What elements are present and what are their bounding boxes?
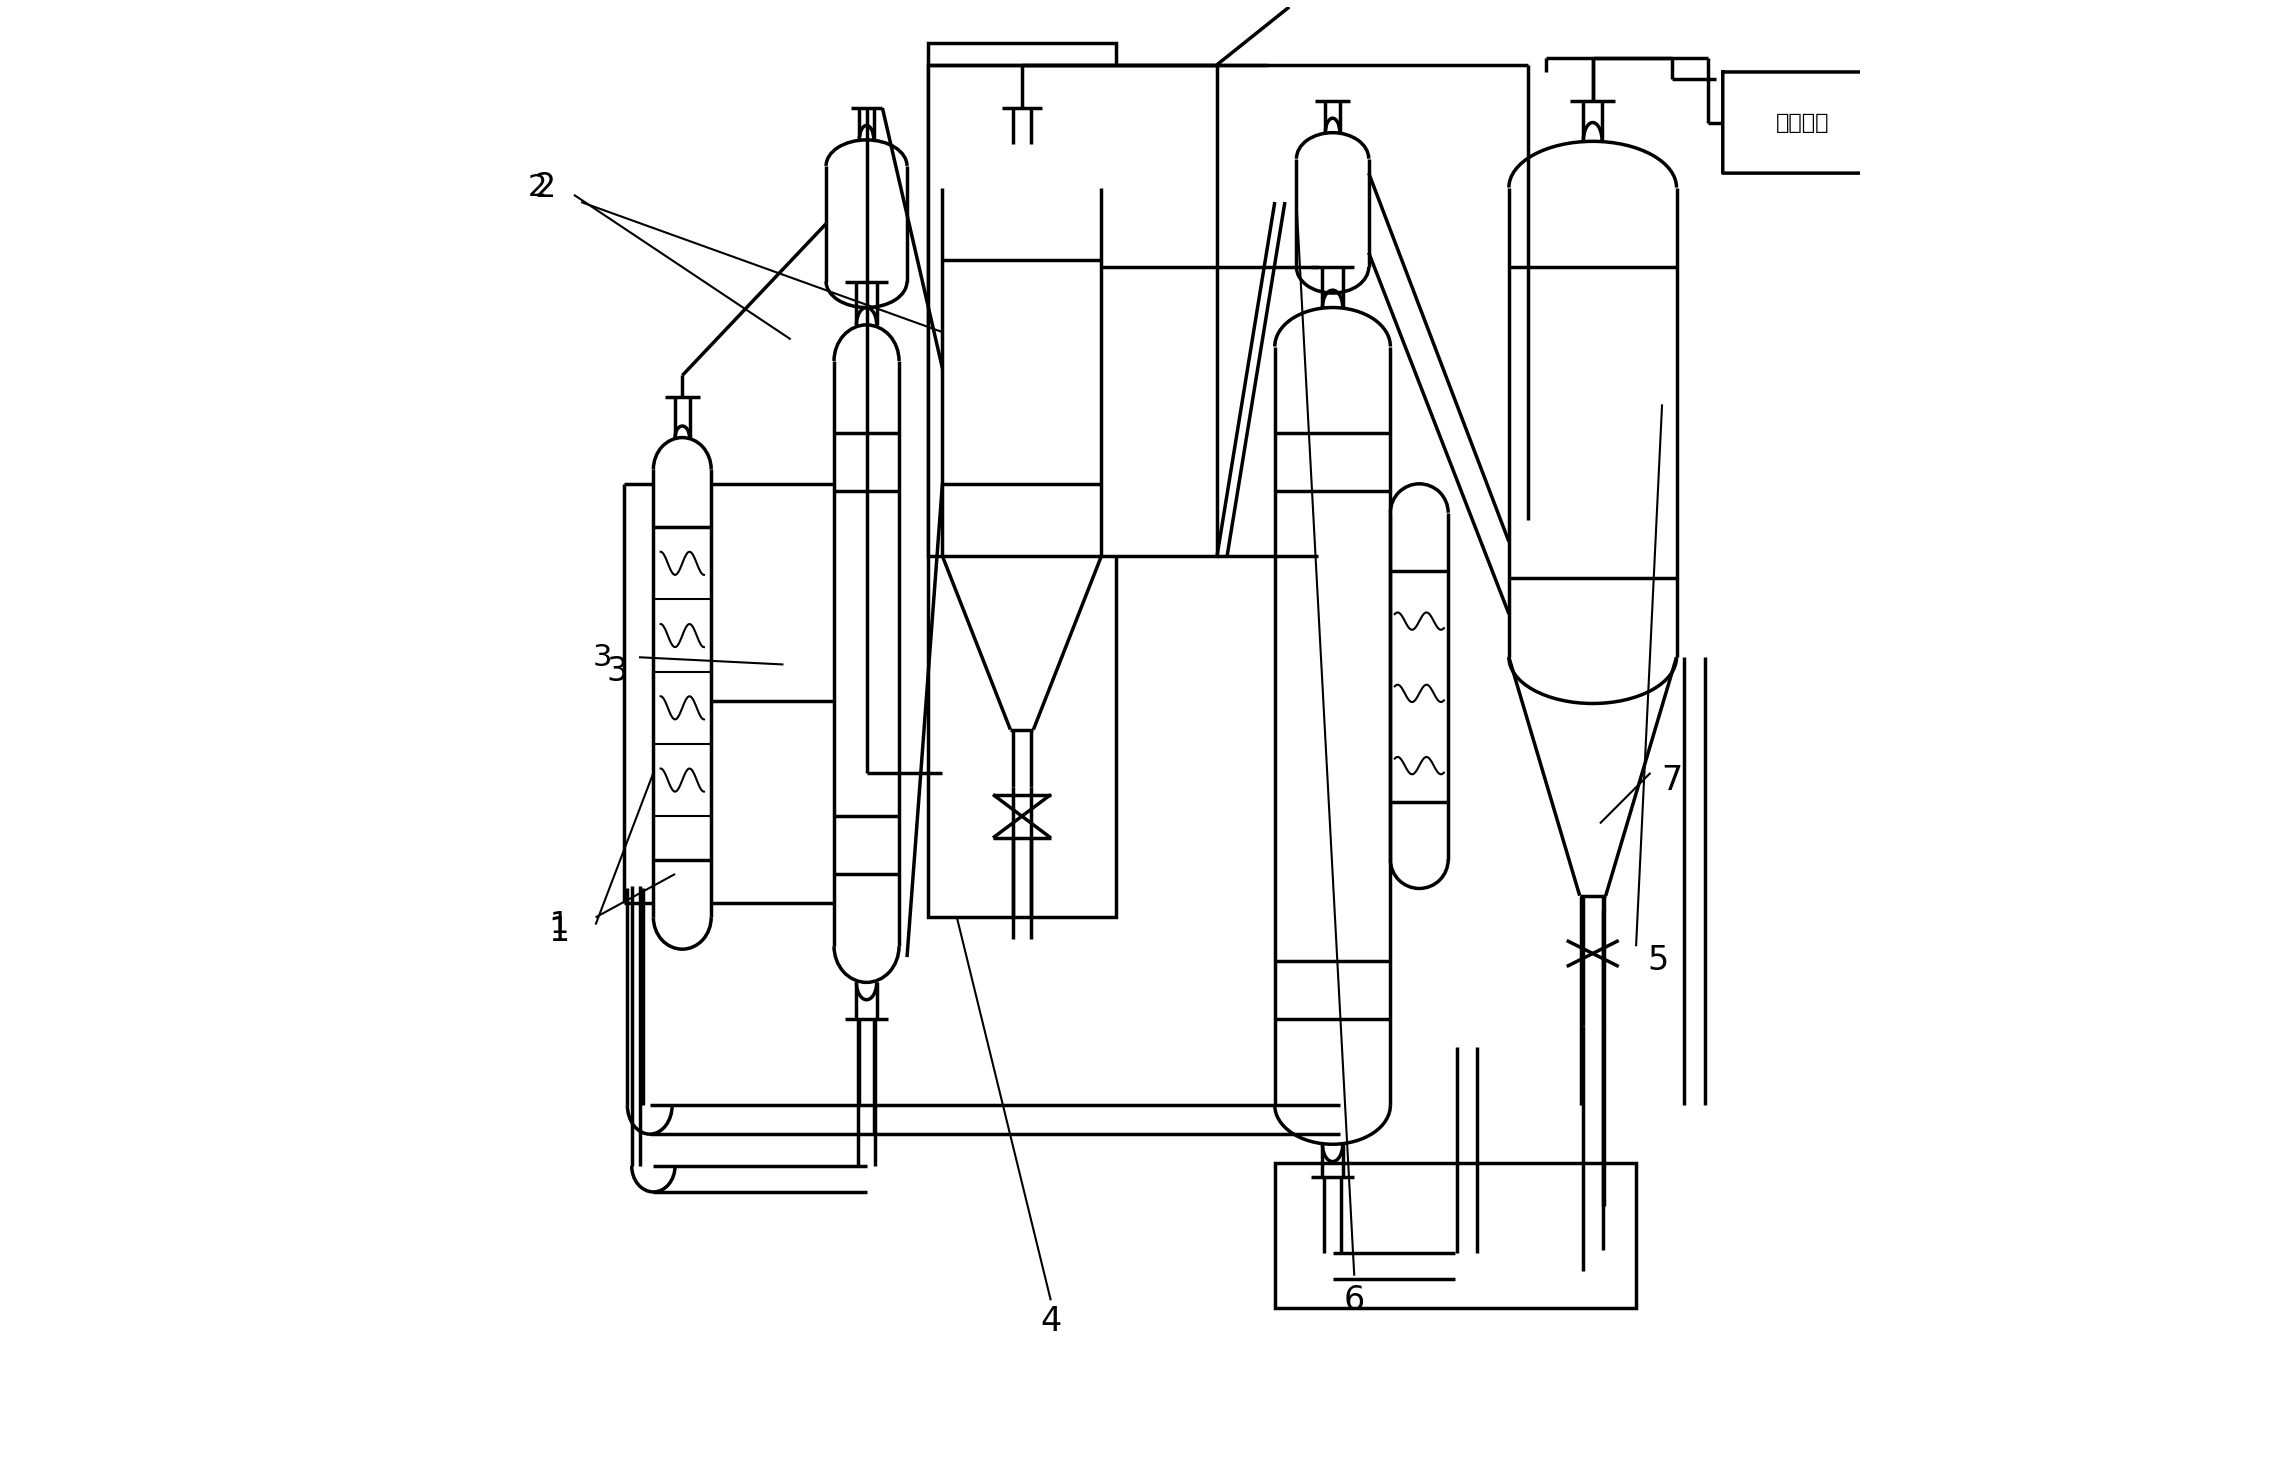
Text: 2: 2 [528, 174, 548, 203]
Bar [1274, 1163, 1636, 1307]
Bar [928, 64, 1217, 556]
Text: 3: 3 [594, 643, 612, 671]
Text: 2: 2 [535, 171, 555, 204]
Text: 1: 1 [551, 910, 569, 940]
Text: 3: 3 [607, 655, 628, 689]
Text: 6: 6 [1345, 1284, 1365, 1317]
Bar [928, 44, 1115, 918]
Text: 7: 7 [1661, 763, 1684, 797]
Text: 4: 4 [1040, 1306, 1062, 1338]
Text: 1: 1 [548, 915, 571, 948]
Text: 5: 5 [1647, 944, 1668, 978]
Text: 真空系统: 真空系统 [1777, 112, 1829, 133]
